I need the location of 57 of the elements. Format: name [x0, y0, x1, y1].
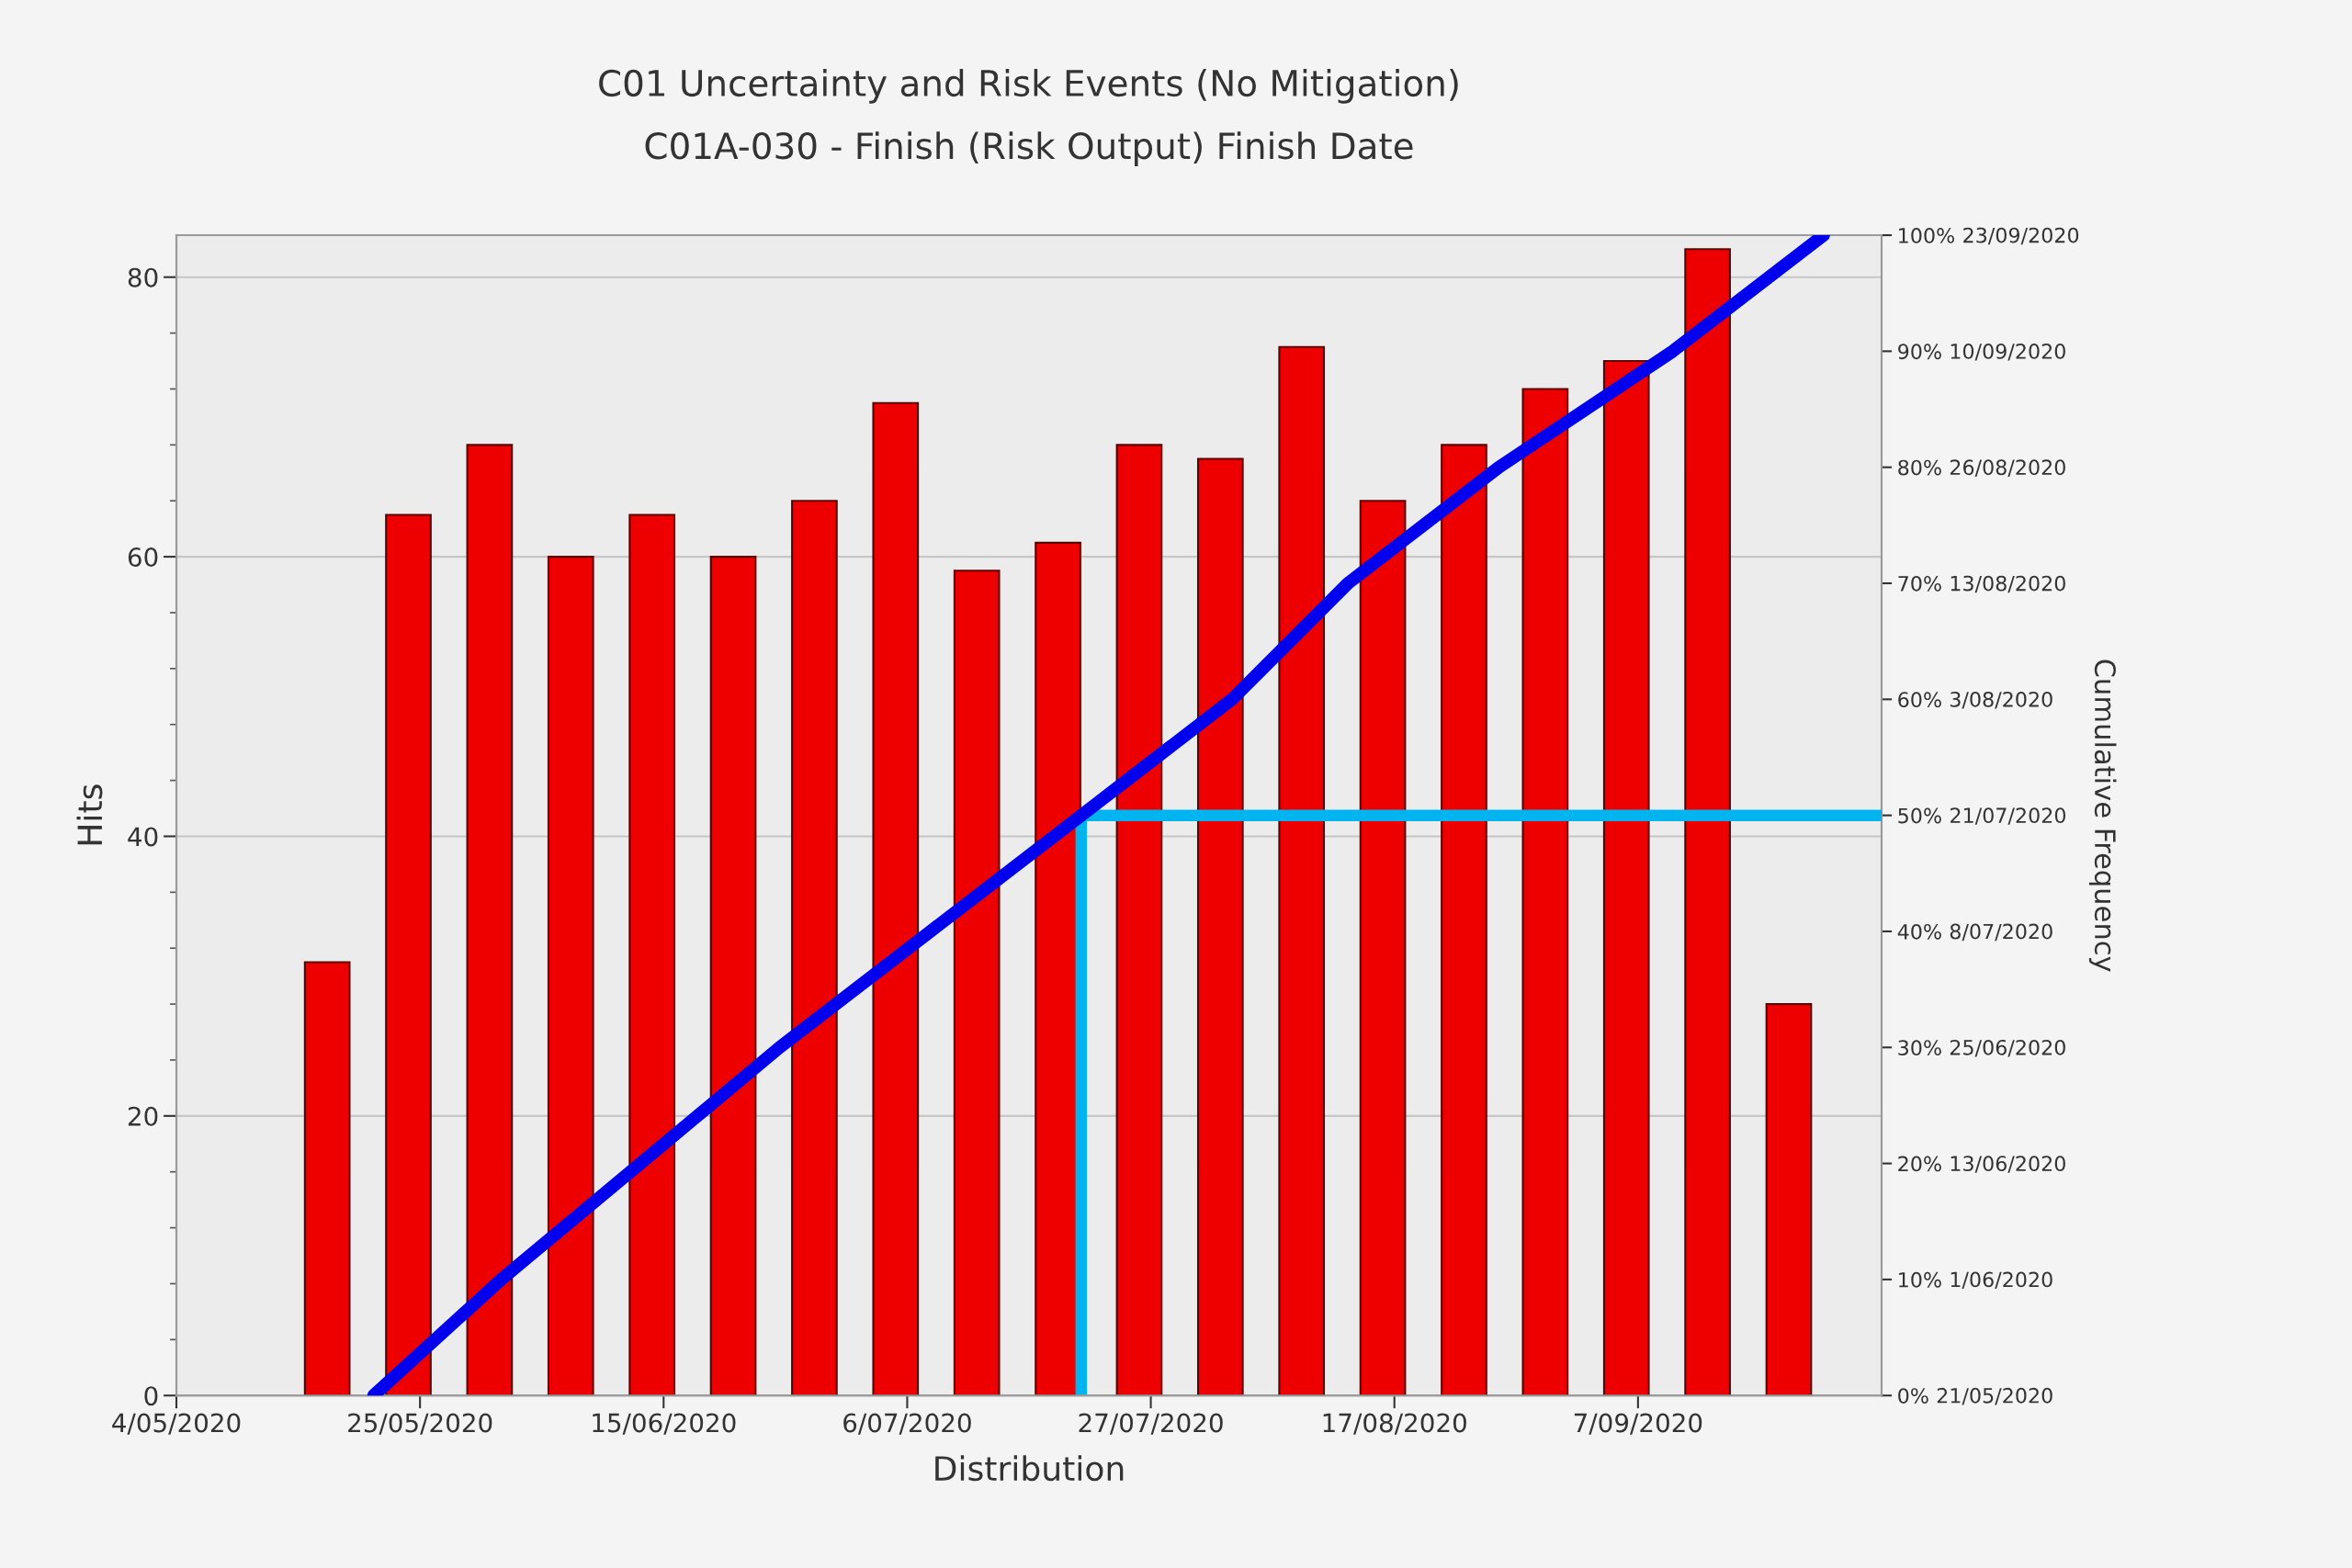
x-tick-label: 17/08/2020	[1323, 1413, 1466, 1435]
y2-tick-label: 10%	[1899, 1271, 1941, 1288]
text: 1/06/2020	[1951, 1271, 2052, 1290]
y2-tick-label: 50%	[1898, 807, 1941, 824]
y2-tick-label: 80%	[1898, 459, 1941, 476]
text: 26/08/2020	[1950, 459, 2065, 477]
y2-tick-label: 30%	[1898, 1040, 1941, 1056]
y2-tick-label: 100%	[1899, 228, 1954, 243]
x-tick-label: 25/05/2020	[348, 1413, 492, 1435]
y-tick-label: 60	[128, 547, 158, 568]
bar	[1441, 444, 1487, 1396]
y-tick-label: 20	[128, 1106, 158, 1126]
x-tick-label: 27/07/2020	[1079, 1413, 1223, 1435]
bar	[872, 401, 920, 1396]
y2-tick-label: 60%	[1898, 692, 1941, 708]
bar	[791, 500, 838, 1396]
bar	[303, 961, 351, 1396]
text: 25/06/2020	[1950, 1039, 2065, 1057]
x-tick-label: 6/07/2020	[843, 1413, 971, 1435]
text: 13/08/2020	[1951, 575, 2065, 593]
bar	[1521, 388, 1569, 1396]
bar	[466, 444, 514, 1396]
y-axis-title: Hits	[76, 784, 103, 845]
y-tick-label: 0	[144, 1386, 158, 1406]
text: 10/09/2020	[1951, 344, 2065, 361]
bar	[953, 570, 1001, 1396]
y2-tick-label: 0%	[1898, 1388, 1928, 1404]
x-tick-label: 15/06/2020	[593, 1413, 736, 1435]
bar	[1196, 457, 1244, 1396]
bar	[1602, 359, 1650, 1396]
y2-tick-label: 70%	[1898, 575, 1941, 592]
text: 21/05/2020	[1937, 1387, 2052, 1405]
bar	[1359, 500, 1407, 1396]
y-tick-label: 80	[128, 267, 158, 288]
text: 21/07/2020	[1951, 807, 2066, 825]
y2-tick-label: 40%	[1897, 923, 1941, 940]
chart-title: C01 Uncertainty and Risk Events (No Mitigation)	[599, 69, 1458, 104]
bar	[1115, 444, 1163, 1396]
bar	[547, 556, 594, 1396]
x-axis-title: Distribution	[935, 1455, 1124, 1482]
bar	[709, 556, 757, 1396]
bar	[628, 513, 675, 1396]
x-tick-label: 7/09/2020	[1574, 1413, 1702, 1435]
text: 8/07/2020	[1950, 923, 2052, 942]
bar	[1278, 345, 1326, 1396]
y-tick-label: 40	[128, 827, 158, 847]
bar	[1765, 1003, 1813, 1396]
chart-subtitle: C01A-030 - Finish (Risk Output) Finish Date	[645, 131, 1413, 166]
bar	[385, 513, 432, 1396]
text: 13/06/2020	[1951, 1156, 2065, 1173]
text: 3/08/2020	[1950, 691, 2052, 709]
y2-tick-label: 90%	[1898, 344, 1941, 360]
bar	[1684, 248, 1731, 1396]
y2-axis-title: Cumulative Frequency	[2088, 660, 2117, 972]
y2-tick-label: 20%	[1898, 1156, 1941, 1172]
x-tick-label: 4/05/2020	[112, 1413, 241, 1435]
text: 23/09/2020	[1963, 227, 2079, 245]
